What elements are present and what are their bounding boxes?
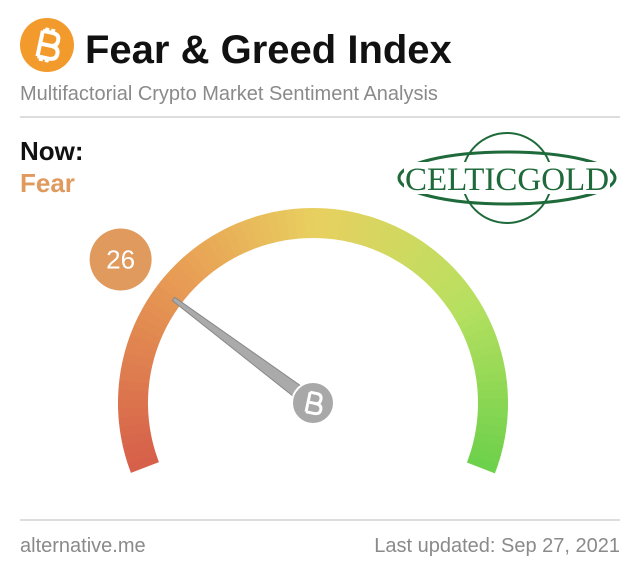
gauge-arc — [230, 222, 252, 254]
gauge-arc — [248, 216, 267, 248]
value-bubble — [89, 228, 152, 291]
source: alternative.me — [20, 535, 146, 557]
gauge-arc — [239, 218, 259, 251]
bitcoin-icon — [20, 18, 74, 72]
gauge-arc — [127, 454, 159, 473]
now-label: Now: — [20, 136, 84, 166]
gauge-arc — [147, 292, 178, 317]
sponsor-logo: CELTICGOLD — [397, 132, 617, 224]
classification: Fear — [20, 168, 75, 198]
title: Fear & Greed Index — [85, 28, 452, 72]
bitcoin-icon — [304, 390, 323, 416]
gauge-arc — [119, 370, 151, 384]
gauge-arc — [124, 446, 157, 464]
gauge-arc — [375, 222, 396, 254]
gauge-arc — [360, 216, 379, 248]
gauge-arc — [416, 251, 443, 280]
subtitle: Multifactorial Crypto Market Sentiment A… — [20, 83, 438, 105]
gauge-arc — [124, 342, 157, 361]
gauge-arc — [352, 213, 370, 246]
gauge-arc — [137, 308, 169, 331]
gauge-arc — [470, 343, 502, 361]
gauge-arc — [328, 208, 342, 240]
gauge-arc — [213, 230, 237, 261]
gauge-arc — [472, 352, 504, 369]
gauge-arc — [473, 431, 506, 447]
gauge-arc — [198, 239, 223, 270]
gauge-arc — [118, 415, 150, 428]
gauge-arc — [118, 398, 149, 409]
gauge-arc — [477, 407, 508, 419]
gauge-arc — [477, 389, 508, 400]
gauge-arc — [367, 219, 388, 251]
gauge-arc — [120, 430, 153, 446]
gauge-arc — [477, 398, 508, 409]
gauge-arc — [320, 208, 333, 239]
gauge: 26 — [89, 208, 508, 474]
gauge-arc — [190, 245, 217, 275]
gauge-arc — [434, 270, 463, 298]
gauge-arc — [163, 270, 193, 297]
gauge-arc — [453, 300, 484, 324]
gauge-arc — [313, 208, 323, 239]
gauge-arc — [389, 230, 413, 262]
logo-text: CELTICGOLD — [405, 162, 609, 198]
gauge-arc — [475, 370, 507, 385]
gauge-arc — [344, 211, 361, 243]
gauge-arc — [428, 263, 457, 292]
gauge-arc — [467, 334, 499, 353]
gauge-arc — [448, 292, 480, 317]
gauge-arc — [257, 213, 274, 245]
gauge-arc — [303, 208, 314, 239]
gauge-arc — [127, 333, 159, 353]
gauge-arc — [134, 316, 166, 338]
gauge-arc — [422, 257, 450, 286]
gauge-arc — [122, 351, 154, 368]
gauge-arc — [222, 226, 244, 257]
gauge-arc — [119, 423, 151, 437]
gauge-arc — [336, 210, 352, 242]
gauge-arc — [476, 380, 508, 392]
gauge-arc — [118, 407, 149, 418]
value-label: 26 — [106, 245, 135, 275]
gauge-arc — [183, 250, 210, 280]
gauge-arc — [466, 454, 499, 474]
gauge-arc — [176, 256, 204, 286]
gauge-arc — [471, 439, 504, 456]
gauge-arc — [439, 277, 469, 304]
gauge-arc — [396, 235, 421, 266]
gauge-arc — [120, 360, 152, 376]
gauge-arc — [294, 208, 306, 239]
gauge-arc — [142, 300, 173, 324]
gauge-arc — [284, 208, 298, 240]
gauge-arc — [469, 446, 501, 465]
gauge-arc — [457, 308, 489, 331]
gauge-arc — [130, 325, 162, 345]
gauge-arc — [403, 240, 429, 270]
gauge-arc — [266, 211, 282, 243]
gauge-arc — [205, 234, 230, 266]
gauge-arc — [122, 438, 154, 455]
gauge-arc — [475, 423, 507, 437]
gauge-arc — [444, 284, 474, 310]
gauge-arc — [410, 245, 436, 275]
gauge-arc — [464, 325, 496, 346]
gauge-arc — [118, 389, 149, 400]
gauge-arc — [169, 263, 198, 291]
gauge-arc — [152, 284, 182, 310]
gauge-arc — [382, 226, 405, 258]
gauge-arc — [157, 277, 187, 304]
gauge-arc — [461, 316, 493, 338]
last-updated: Last updated: Sep 27, 2021 — [374, 535, 620, 557]
